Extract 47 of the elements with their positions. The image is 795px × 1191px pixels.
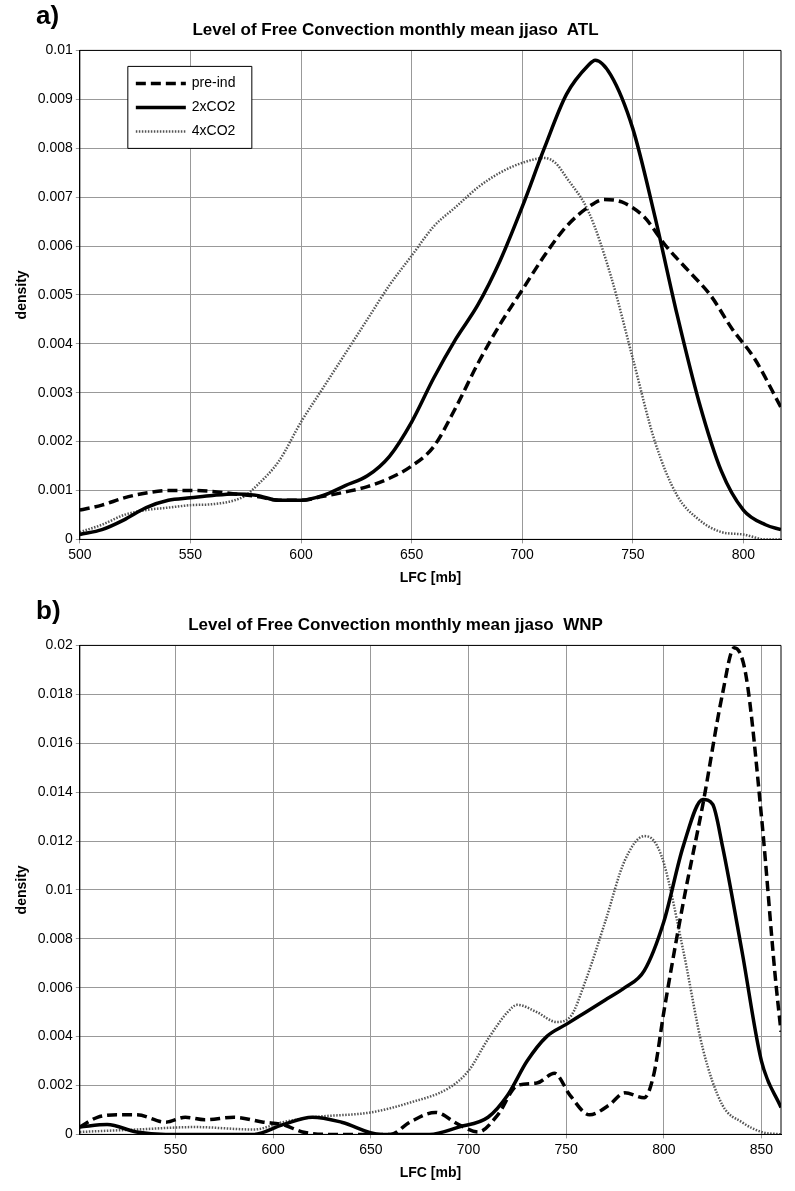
y-tick-label: 0.009 bbox=[37, 90, 74, 107]
x-tick-label: 600 bbox=[289, 545, 313, 562]
y-tick-label: 0.016 bbox=[37, 734, 74, 751]
y-tick-label: 0.006 bbox=[37, 978, 74, 995]
y-tick-label: 0.012 bbox=[37, 831, 74, 848]
chart-title: Level of Free Convection monthly mean jjaso ATL bbox=[192, 19, 599, 39]
y-tick-label: 0 bbox=[65, 1125, 74, 1142]
y-tick-label: 0.001 bbox=[37, 481, 74, 498]
x-tick-label: 700 bbox=[510, 545, 535, 562]
x-tick-label: 500 bbox=[68, 545, 92, 562]
y-tick-label: 0.02 bbox=[45, 636, 74, 653]
x-tick-label: 750 bbox=[554, 1140, 579, 1157]
chart-title: Level of Free Convection monthly mean jjaso WNP bbox=[188, 614, 603, 634]
y-tick-label: 0 bbox=[65, 530, 74, 547]
y-axis-title: density bbox=[13, 270, 30, 320]
y-tick-label: 0.002 bbox=[37, 432, 74, 449]
y-tick-label: 0.002 bbox=[37, 1076, 74, 1093]
x-tick-label: 850 bbox=[749, 1140, 774, 1157]
y-tick-label: 0.004 bbox=[37, 1027, 74, 1044]
legend-label: 4xCO2 bbox=[191, 122, 236, 139]
y-tick-label: 0.004 bbox=[37, 334, 74, 351]
x-tick-label: 650 bbox=[359, 1140, 383, 1157]
legend-label: pre-ind bbox=[191, 74, 236, 91]
x-tick-label: 800 bbox=[652, 1140, 676, 1157]
y-tick-label: 0.01 bbox=[45, 41, 74, 58]
y-tick-label: 0.007 bbox=[37, 187, 74, 204]
x-axis-title: LFC [mb] bbox=[399, 569, 462, 586]
x-tick-label: 550 bbox=[178, 545, 203, 562]
x-tick-label: 700 bbox=[456, 1140, 481, 1157]
x-tick-label: 750 bbox=[621, 545, 645, 562]
y-tick-label: 0.018 bbox=[37, 685, 74, 702]
y-axis-title: density bbox=[13, 865, 30, 915]
y-tick-label: 0.006 bbox=[37, 236, 74, 253]
text: a) bbox=[36, 0, 60, 31]
y-tick-label: 0.003 bbox=[37, 383, 74, 400]
x-tick-label: 650 bbox=[399, 545, 424, 562]
y-tick-label: 0.005 bbox=[37, 285, 74, 302]
x-tick-label: 550 bbox=[163, 1140, 188, 1157]
x-tick-label: 800 bbox=[731, 545, 756, 562]
y-tick-label: 0.01 bbox=[45, 880, 74, 897]
text: b) bbox=[36, 595, 61, 626]
y-tick-label: 0.008 bbox=[37, 929, 74, 946]
x-axis-title: LFC [mb] bbox=[399, 1164, 462, 1181]
y-tick-label: 0.008 bbox=[37, 139, 74, 156]
legend-label: 2xCO2 bbox=[191, 98, 236, 115]
y-tick-label: 0.014 bbox=[37, 782, 74, 799]
x-tick-label: 600 bbox=[261, 1140, 286, 1157]
